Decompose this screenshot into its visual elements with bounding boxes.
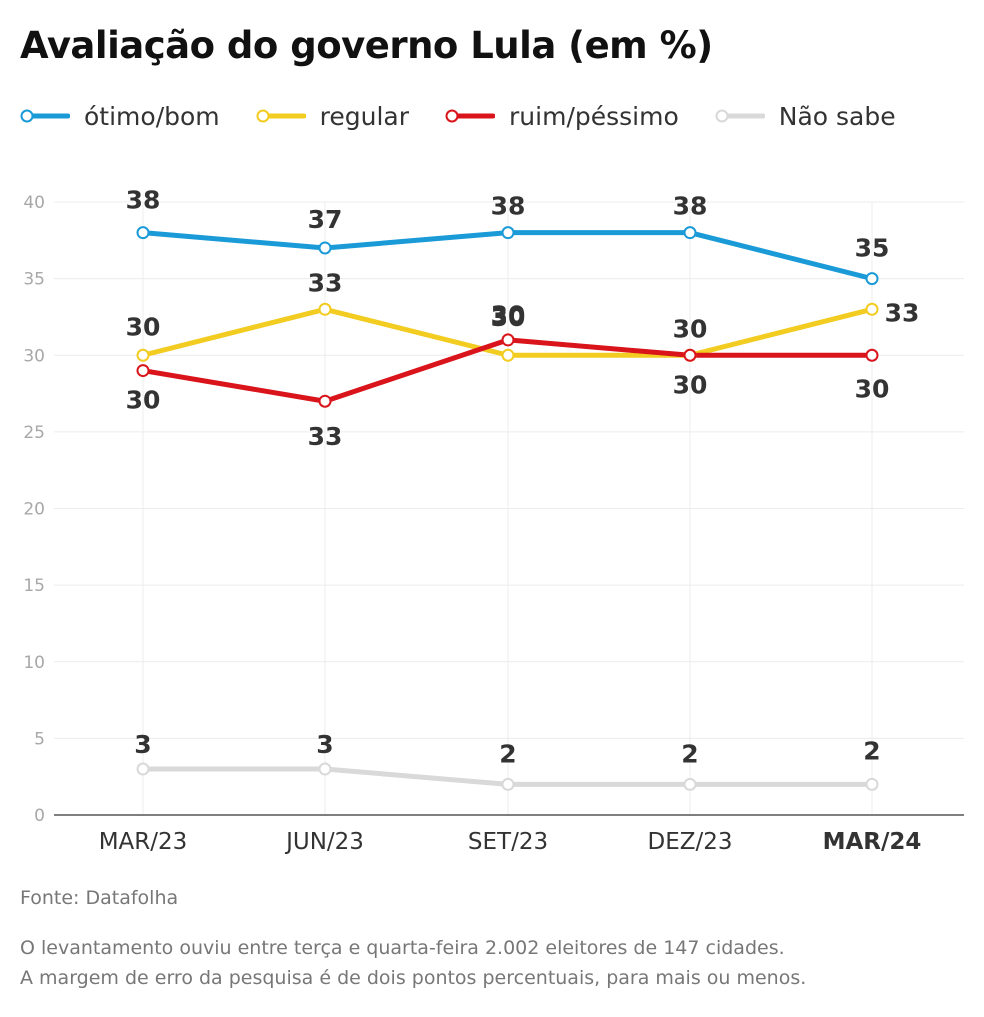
data-point [865,348,879,362]
x-tick-label: MAR/23 [99,829,188,855]
data-label: 30 [491,303,526,332]
data-point [501,348,515,362]
data-label: 38 [673,192,708,221]
legend-marker [20,109,34,123]
y-tick-label: 5 [34,729,45,749]
legend-marker [715,109,729,123]
axes: 0 5 10 15 20 25 30 35 40 MAR/23 JUN/23 SET/23 DEZ/23… [23,193,964,855]
data-label: 38 [126,186,161,215]
data-point [136,364,150,378]
legend-label: ruim/péssimo [509,101,679,131]
y-tick-label: 10 [23,653,45,673]
data-label: 30 [673,314,708,343]
legend-label: Não sabe [778,101,896,131]
data-point [865,302,879,316]
legend-item: ruim/péssimo [445,102,679,131]
y-tick-label: 15 [23,576,45,596]
x-tick-label: MAR/24 [823,829,922,855]
chart-legend: ótimo/bom regular ruim/péssimo Não sabe [20,98,932,134]
data-point [865,777,879,791]
legend-marker [445,109,459,123]
data-point [136,762,150,776]
data-label: 2 [863,736,880,765]
legend-marker [256,109,270,123]
data-label: 30 [673,370,708,399]
methodology-note-line-2: A margem de erro da pesquisa é de dois p… [20,967,807,989]
x-tick-label: DEZ/23 [647,829,732,855]
data-label: 33 [308,268,343,297]
data-point [683,348,697,362]
x-tick-label: SET/23 [468,829,548,855]
data-label: 30 [491,300,526,329]
y-tick-label: 20 [23,500,45,520]
data-point [136,348,150,362]
data-label: 33 [885,298,920,327]
data-label: 33 [308,422,343,451]
data-point [136,226,150,240]
gridlines [54,201,964,815]
data-point [865,272,879,286]
data-label: 3 [134,730,151,759]
data-label: 30 [855,374,890,403]
y-tick-label: 25 [23,423,45,443]
data-point [318,302,332,316]
data-point [683,226,697,240]
data-label: 38 [491,192,526,221]
legend-label: regular [319,101,410,131]
data-label: 35 [855,234,890,263]
legend-label: ótimo/bom [84,101,220,131]
legend-item: Não sabe [715,102,896,131]
data-label: 37 [308,205,343,234]
data-point [501,777,515,791]
data-point [318,762,332,776]
data-point [683,777,697,791]
y-tick-label: 30 [23,346,45,366]
x-tick-label: JUN/23 [284,829,364,855]
legend-item: ótimo/bom [20,102,220,131]
data-label: 2 [499,739,516,768]
data-label: 30 [126,386,161,415]
data-point [501,333,515,347]
methodology-note-line-1: O levantamento ouviu entre terça e quart… [20,937,785,959]
line-chart: 0 5 10 15 20 25 30 35 40 MAR/23 JUN/23 SET/23 DEZ/23… [23,186,964,855]
data-point [501,226,515,240]
legend-item: regular [256,102,409,131]
y-tick-label: 35 [23,270,45,290]
data-label: 3 [316,730,333,759]
data-label: 2 [681,739,698,768]
data-point [318,241,332,255]
legend-swatch-icon [715,109,765,123]
y-tick-label: 40 [23,193,45,213]
legend-swatch-icon [20,109,70,123]
data-point [318,394,332,408]
y-tick-label: 0 [34,806,45,826]
chart-title: Avaliação do governo Lula (em %) [20,24,713,67]
legend-swatch-icon [445,109,496,123]
source-note: Fonte: Datafolha [20,887,179,909]
legend-swatch-icon [256,109,306,123]
series-markers [136,226,879,791]
data-label: 30 [126,312,161,341]
